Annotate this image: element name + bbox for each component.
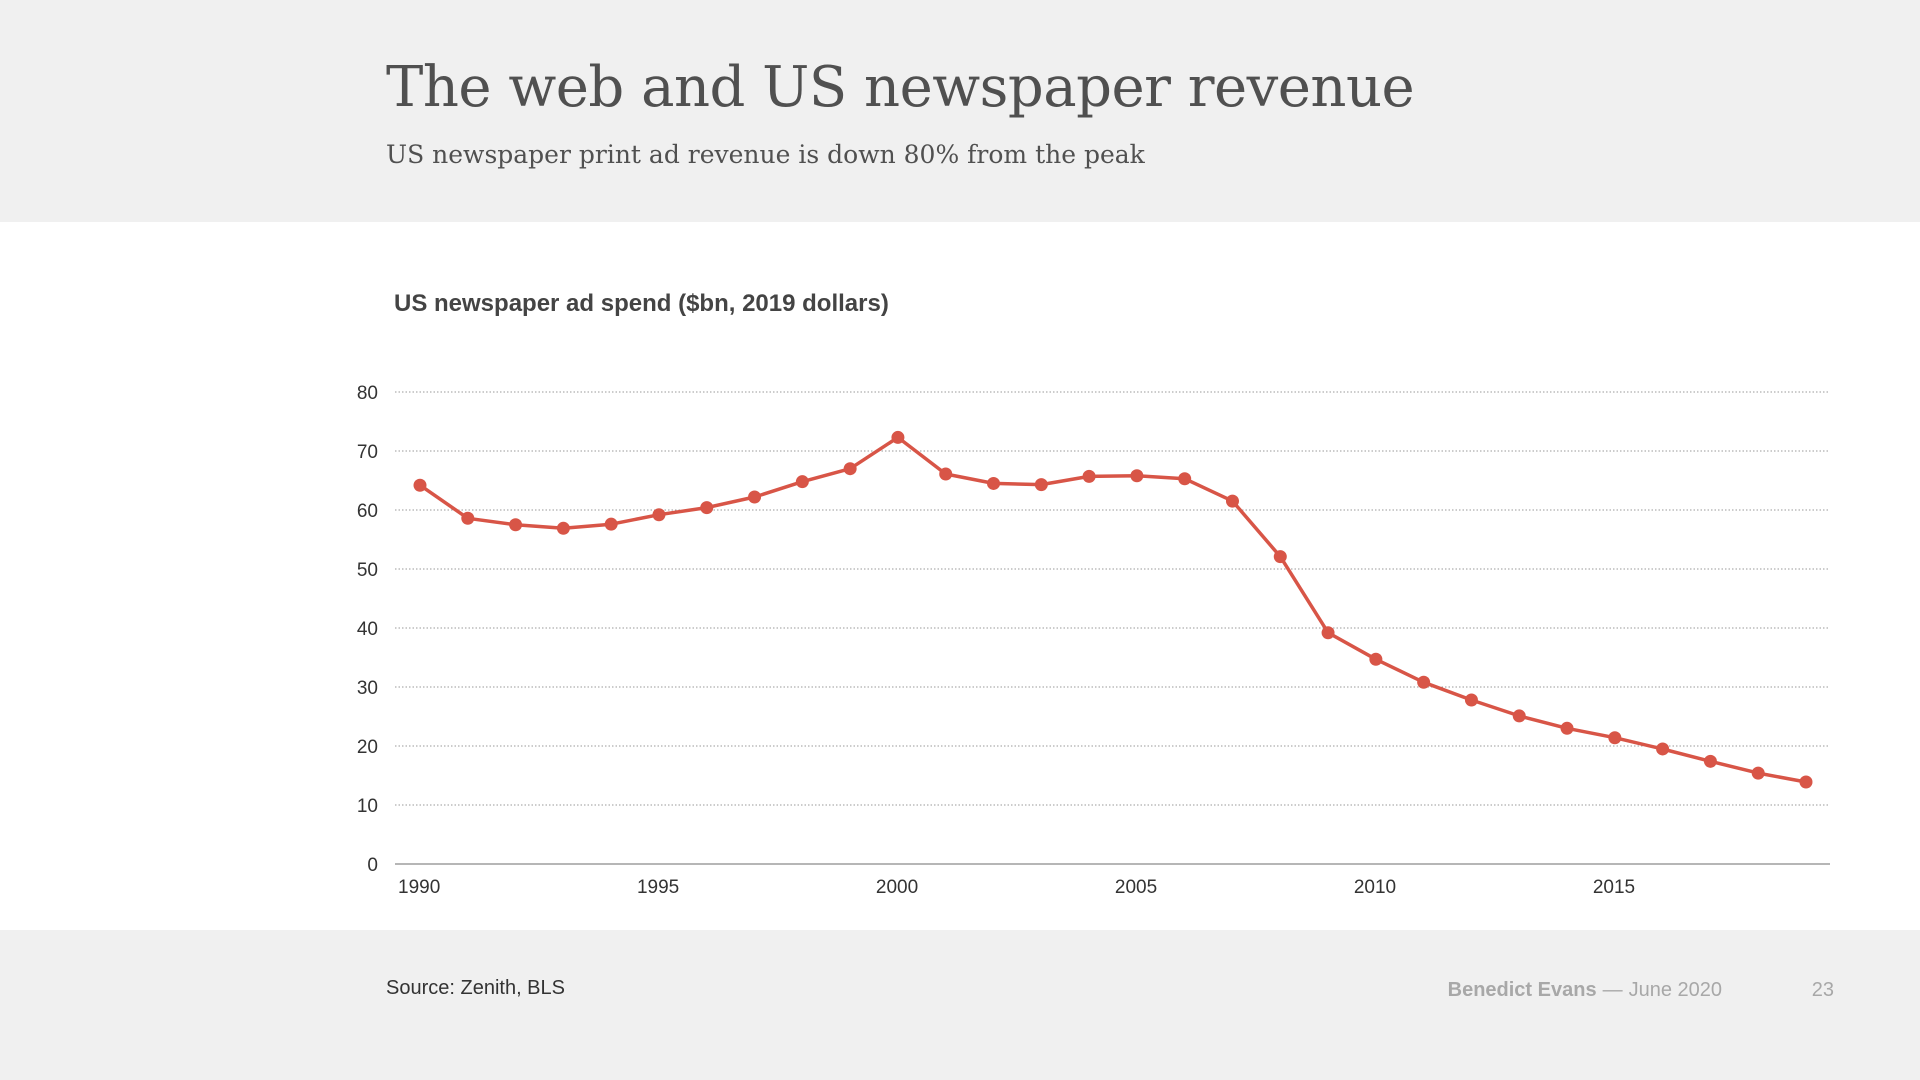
x-tick-label: 2000 xyxy=(876,877,918,898)
credit: Benedict Evans — June 2020 xyxy=(1448,979,1722,1002)
data-point xyxy=(1417,675,1431,689)
data-point xyxy=(700,501,714,515)
y-tick-label: 20 xyxy=(357,737,378,758)
footer-band: Source: Zenith, BLS Benedict Evans — June … xyxy=(0,930,1920,1080)
data-point xyxy=(1130,469,1144,483)
data-point xyxy=(795,475,809,489)
data-point xyxy=(1703,754,1717,768)
data-point xyxy=(413,478,427,492)
data-point xyxy=(1273,550,1287,564)
header-band: The web and US newspaper revenue US news… xyxy=(0,0,1920,222)
data-point xyxy=(1321,626,1335,640)
line-chart: 0 10 20 30 40 50 60 70 80 1990 1995 2000 2005 2010 201… xyxy=(357,383,1830,898)
data-point xyxy=(1225,494,1239,508)
data-point xyxy=(1369,652,1383,666)
y-tick-label: 50 xyxy=(357,560,378,581)
y-tick-label: 10 xyxy=(357,796,378,817)
page-subtitle: US newspaper print ad revenue is down 80… xyxy=(386,140,1145,169)
data-point xyxy=(1082,469,1096,483)
data-point xyxy=(509,518,523,532)
y-tick-label: 70 xyxy=(357,442,378,463)
data-point xyxy=(461,511,475,525)
data-point xyxy=(748,490,762,504)
data-point xyxy=(1034,478,1048,492)
data-point xyxy=(1560,721,1574,735)
x-tick-label: 2005 xyxy=(1115,877,1157,898)
source-note: Source: Zenith, BLS xyxy=(386,977,565,999)
y-tick-label: 30 xyxy=(357,678,378,699)
data-point xyxy=(1799,775,1813,789)
data-point xyxy=(1608,731,1622,745)
publication-date: June 2020 xyxy=(1628,979,1722,1001)
x-tick-label: 1990 xyxy=(398,877,440,898)
page-title: The web and US newspaper revenue xyxy=(386,55,1415,120)
y-tick-label: 60 xyxy=(357,501,378,522)
data-point xyxy=(1751,766,1765,780)
x-tick-label: 2010 xyxy=(1354,877,1396,898)
x-tick-label: 2015 xyxy=(1593,877,1635,898)
data-point xyxy=(652,508,666,522)
data-point xyxy=(1512,709,1526,723)
y-tick-label: 0 xyxy=(367,855,378,876)
data-point xyxy=(987,476,1001,490)
data-point xyxy=(1178,472,1192,486)
data-point xyxy=(556,521,570,535)
chart-panel: US newspaper ad spend ($bn, 2019 dollars… xyxy=(0,222,1920,930)
page-number: 23 xyxy=(1811,979,1834,1001)
data-point xyxy=(1656,742,1670,756)
data-point xyxy=(604,517,618,531)
series-line xyxy=(418,435,1808,784)
author-name: Benedict Evans xyxy=(1447,979,1597,1001)
credit-separator: — xyxy=(1602,979,1623,1001)
data-point xyxy=(843,462,857,476)
data-point xyxy=(1464,693,1478,707)
y-tick-label: 80 xyxy=(357,383,378,404)
data-point xyxy=(891,430,905,444)
x-tick-label: 1995 xyxy=(637,877,679,898)
data-point xyxy=(939,467,953,481)
chart-title: US newspaper ad spend ($bn, 2019 dollars… xyxy=(394,290,889,317)
y-tick-label: 40 xyxy=(357,619,378,640)
